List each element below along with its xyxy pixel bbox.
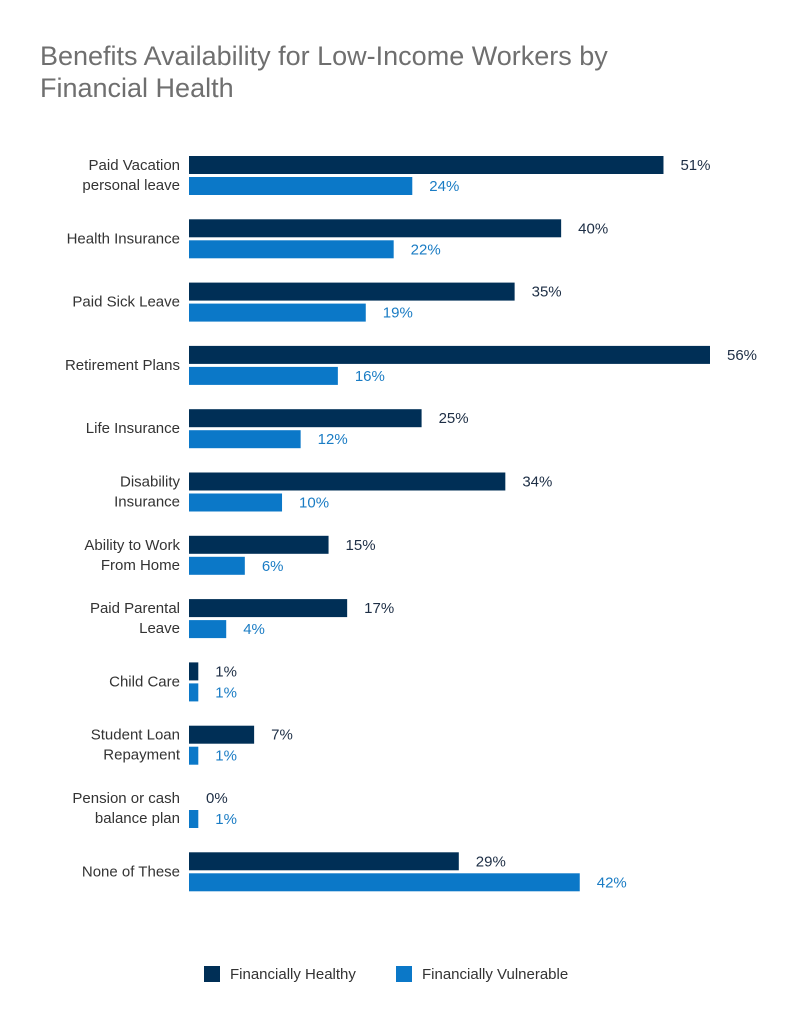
value-label: 34% — [522, 473, 552, 490]
bar — [189, 240, 394, 259]
value-label: 17% — [364, 600, 394, 617]
bar — [189, 852, 459, 871]
bar — [189, 556, 245, 575]
bar — [189, 620, 227, 639]
value-label: 0% — [206, 790, 228, 807]
category-label: Paid Sick Leave — [72, 294, 180, 311]
value-label: 6% — [262, 558, 284, 575]
value-label: 16% — [355, 368, 385, 385]
bar — [189, 219, 562, 238]
bar — [189, 873, 580, 892]
bar — [189, 472, 506, 491]
value-label: 10% — [299, 494, 329, 511]
value-label: 22% — [411, 241, 441, 258]
bar — [189, 683, 199, 702]
value-label: 40% — [578, 220, 608, 237]
bar — [189, 366, 338, 385]
bar — [189, 303, 366, 322]
bar — [189, 430, 301, 449]
bar — [189, 810, 199, 828]
category-label: Student Loan Repayment — [91, 727, 181, 764]
bar — [189, 345, 710, 364]
legend-label: Financially Vulnerable — [422, 966, 568, 983]
value-label: 7% — [271, 727, 293, 744]
value-label: 56% — [727, 347, 757, 364]
legend-swatch — [204, 966, 220, 982]
bar — [189, 409, 422, 428]
category-label: Disability Insurance — [114, 473, 180, 510]
value-label: 25% — [439, 410, 469, 427]
value-label: 1% — [215, 684, 237, 701]
value-label: 1% — [215, 811, 237, 828]
bar — [189, 599, 348, 618]
value-label: 42% — [597, 874, 627, 891]
bar — [189, 725, 255, 744]
value-label: 29% — [476, 853, 506, 870]
chart-title: Benefits Availability for Low-Income Wor… — [40, 41, 608, 103]
bar — [189, 746, 199, 765]
category-label: None of These — [82, 863, 180, 880]
value-label: 12% — [318, 431, 348, 448]
category-label: Pension or cash balance plan — [72, 790, 180, 827]
category-label: Paid Vacation personal leave — [82, 157, 180, 194]
bar — [189, 177, 413, 195]
bar — [189, 662, 199, 681]
category-label: Retirement Plans — [65, 357, 180, 374]
value-label: 19% — [383, 305, 413, 322]
bar — [189, 535, 329, 554]
value-label: 24% — [429, 178, 459, 195]
category-label: Ability to Work From Home — [84, 537, 180, 574]
value-label: 51% — [680, 157, 710, 174]
value-label: 1% — [215, 748, 237, 765]
value-label: 35% — [532, 284, 562, 301]
legend-swatch — [396, 966, 412, 982]
bar — [189, 156, 664, 174]
category-label: Health Insurance — [67, 230, 180, 247]
value-label: 15% — [346, 537, 376, 554]
bar — [189, 493, 283, 512]
category-label: Life Insurance — [86, 420, 180, 437]
category-label: Child Care — [109, 673, 180, 690]
value-label: 4% — [243, 621, 265, 638]
category-label: Paid Parental Leave — [90, 600, 180, 637]
bar — [189, 282, 515, 301]
legend-label: Financially Healthy — [230, 966, 356, 983]
value-label: 1% — [215, 663, 237, 680]
